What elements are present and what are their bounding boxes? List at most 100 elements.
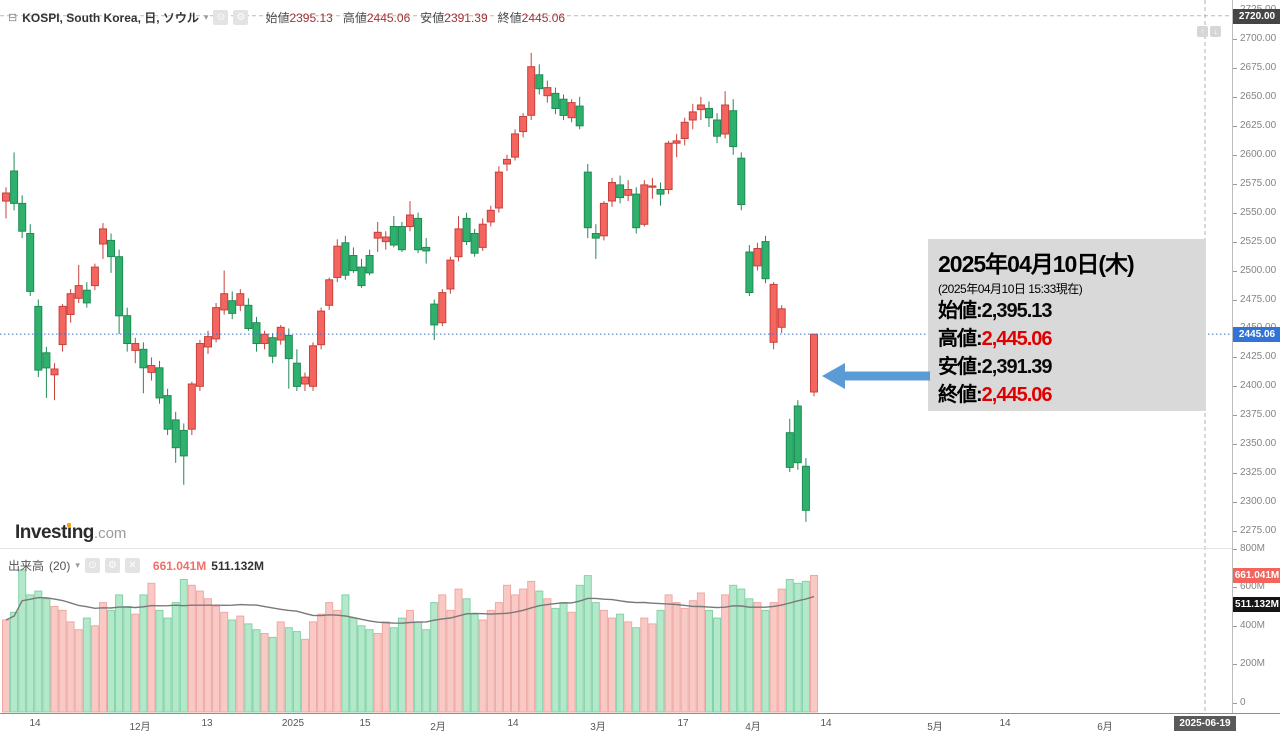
annotation-arrow: [822, 363, 930, 389]
volume-bar: [325, 602, 334, 713]
volume-bar: [42, 598, 51, 713]
annotation-high-label: 高値:: [938, 328, 983, 350]
pane-separator: [0, 548, 1232, 549]
volume-ma-badge: 511.132M: [1233, 597, 1280, 612]
candle-body: [292, 362, 301, 387]
arrow-down-icon[interactable]: ↓: [1210, 26, 1221, 37]
candle-body: [543, 87, 552, 97]
eye-icon[interactable]: ⊙: [84, 558, 100, 573]
arrow-up-icon[interactable]: ↑: [1197, 26, 1208, 37]
volume-bar: [107, 609, 115, 713]
volume-bar: [18, 569, 27, 713]
candle-body: [511, 133, 519, 158]
volume-bar: [341, 594, 350, 713]
price-tick-label: 2550.00: [1232, 206, 1277, 218]
candle-body: [284, 334, 293, 360]
chart-canvas[interactable]: [0, 0, 1232, 713]
crosshair-date-badge: 2025-06-19: [1174, 716, 1236, 731]
close-icon[interactable]: ✕: [124, 558, 140, 573]
volume-bar: [195, 590, 204, 713]
price-tick-label: 2675.00: [1232, 61, 1277, 73]
candle-body: [341, 242, 350, 276]
price-tick-label: 2350.00: [1232, 438, 1277, 450]
volume-last-value: 661.041M: [152, 558, 207, 573]
volume-bar: [583, 575, 592, 713]
volume-bar: [761, 609, 770, 713]
volume-bar: [389, 627, 398, 713]
candle-body: [446, 259, 455, 290]
time-tick-label: 5月: [927, 722, 943, 733]
annotation-high-value: 2,445.06: [981, 328, 1053, 350]
volume-bar: [713, 617, 721, 713]
volume-bar: [381, 621, 390, 713]
candle-body: [583, 171, 592, 229]
candle-body: [244, 304, 253, 329]
candle-body: [373, 231, 382, 239]
candle-body: [705, 107, 713, 119]
volume-bar: [26, 594, 35, 713]
candle-body: [567, 102, 576, 119]
volume-bar: [34, 590, 43, 713]
candle-body: [381, 236, 390, 243]
candle-body: [365, 255, 374, 274]
volume-bar: [236, 615, 245, 713]
volume-bar: [244, 623, 253, 713]
volume-bar: [147, 582, 156, 713]
candle-body: [519, 116, 528, 133]
volume-bar: [608, 617, 616, 713]
annotation-low-value: 2,391.39: [981, 356, 1053, 378]
volume-bar: [82, 617, 91, 713]
collapse-pane-icon[interactable]: ⊟: [8, 12, 18, 24]
volume-bar: [632, 627, 641, 713]
candle-body: [608, 182, 616, 202]
candle-body: [195, 343, 204, 387]
candle-body: [438, 292, 447, 324]
candle-body: [171, 419, 180, 449]
candle-body: [309, 345, 317, 387]
candle-body: [632, 193, 641, 229]
volume-bar: [228, 619, 237, 713]
volume-bar: [648, 623, 657, 713]
high-value: 2445.06: [366, 11, 411, 25]
volume-bar: [268, 636, 277, 713]
gear-icon[interactable]: ⚙: [233, 10, 249, 25]
volume-bar: [478, 619, 487, 713]
candle-body: [34, 305, 43, 371]
volume-bar: [462, 598, 471, 713]
candle-body: [575, 105, 584, 127]
volume-bar: [705, 609, 713, 713]
symbol-title[interactable]: KOSPI, South Korea, 日, ソウル: [22, 11, 199, 25]
volume-bar: [729, 584, 738, 713]
candle-body: [753, 248, 762, 267]
candle-body: [301, 376, 309, 385]
volume-title[interactable]: 出来高: [8, 559, 45, 573]
price-axis[interactable]: 2725.002700.002675.002650.002625.002600.…: [1232, 0, 1280, 713]
time-axis[interactable]: 14 12月 13 2025 15 2月 14 3月 17 4月 14 5月 14 6月 2025-06-…: [0, 713, 1280, 734]
price-tick-label: 2300.00: [1232, 496, 1277, 508]
candle-body: [325, 279, 334, 306]
volume-tick-label: 600M: [1232, 581, 1266, 593]
candle-body: [801, 465, 810, 511]
candle-body: [349, 255, 358, 272]
candle-body: [535, 74, 544, 90]
gear-icon[interactable]: ⚙: [104, 558, 120, 573]
candle-body: [147, 365, 156, 373]
candle-body: [389, 226, 398, 246]
volume-bar: [672, 602, 681, 713]
candle-body: [616, 184, 625, 199]
eye-icon[interactable]: ⊙: [213, 10, 229, 25]
candle-body: [50, 368, 59, 376]
chevron-down-icon[interactable]: ▾: [203, 12, 209, 22]
time-tick-label: 15: [359, 718, 371, 729]
candle-body: [430, 303, 439, 326]
volume-bar: [640, 617, 649, 713]
volume-bar: [163, 617, 172, 713]
candle-body: [42, 352, 51, 369]
candle-body: [123, 315, 132, 345]
volume-bar: [535, 590, 544, 713]
annotation-close-value: 2,445.06: [981, 384, 1053, 406]
volume-bar: [454, 588, 463, 713]
chevron-down-icon[interactable]: ▾: [75, 560, 80, 570]
time-tick-label: 14: [29, 718, 41, 729]
